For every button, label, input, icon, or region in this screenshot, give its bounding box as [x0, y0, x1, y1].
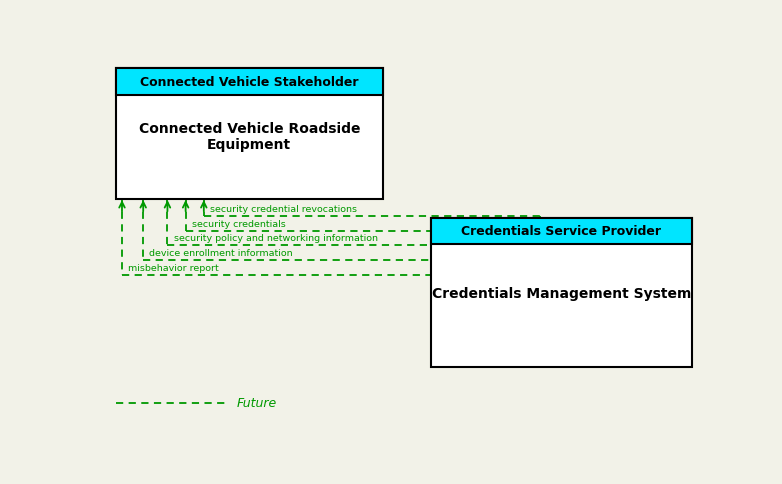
Text: Connected Vehicle Stakeholder: Connected Vehicle Stakeholder: [140, 76, 358, 89]
Text: misbehavior report: misbehavior report: [128, 264, 219, 273]
Bar: [116, 69, 382, 95]
Text: security credential revocations: security credential revocations: [210, 205, 357, 213]
Text: Connected Vehicle Roadside
Equipment: Connected Vehicle Roadside Equipment: [138, 122, 360, 152]
Bar: [116, 69, 382, 200]
Text: Credentials Service Provider: Credentials Service Provider: [461, 225, 662, 238]
Text: security policy and networking information: security policy and networking informati…: [174, 234, 378, 243]
Bar: [431, 218, 692, 367]
Bar: [431, 218, 692, 244]
Text: security credentials: security credentials: [192, 219, 285, 228]
Text: device enrollment information: device enrollment information: [149, 249, 293, 258]
Text: Future: Future: [237, 396, 278, 409]
Text: Credentials Management System: Credentials Management System: [432, 287, 691, 301]
